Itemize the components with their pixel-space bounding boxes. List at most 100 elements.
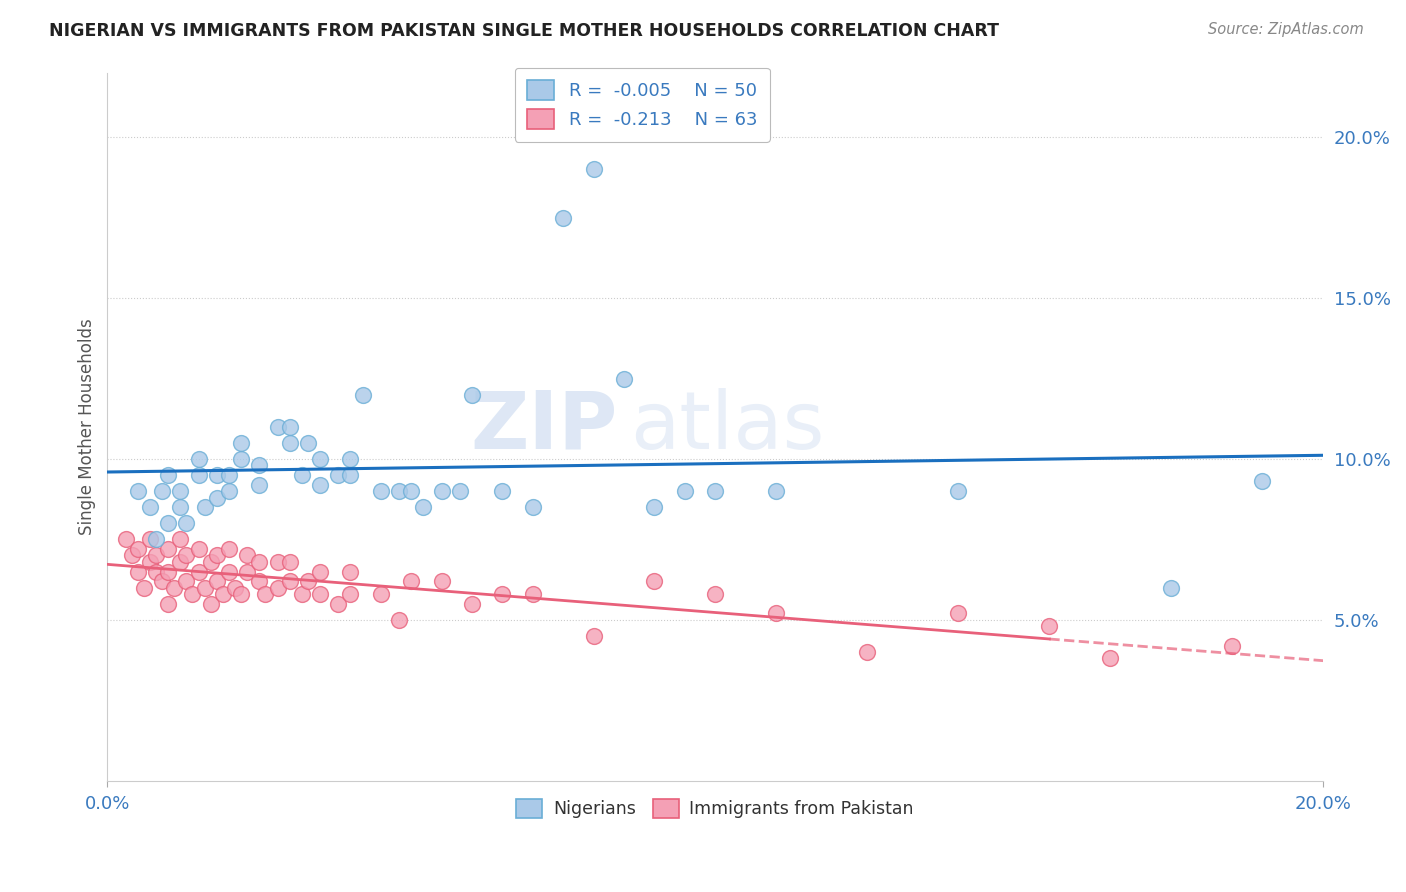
Point — [643, 574, 665, 589]
Point — [247, 458, 270, 473]
Point — [132, 581, 155, 595]
Point — [266, 419, 288, 434]
Point — [704, 587, 727, 601]
Point — [181, 587, 204, 601]
Point — [1160, 581, 1182, 595]
Point — [352, 387, 374, 401]
Point — [328, 468, 350, 483]
Point — [247, 574, 270, 589]
Point — [139, 533, 162, 547]
Text: ZIP: ZIP — [471, 388, 617, 466]
Point — [266, 581, 288, 595]
Point — [266, 555, 288, 569]
Text: NIGERIAN VS IMMIGRANTS FROM PAKISTAN SINGLE MOTHER HOUSEHOLDS CORRELATION CHART: NIGERIAN VS IMMIGRANTS FROM PAKISTAN SIN… — [49, 22, 1000, 40]
Point — [127, 542, 149, 557]
Point — [157, 542, 180, 557]
Point — [145, 549, 167, 563]
Point — [1220, 639, 1243, 653]
Point — [291, 468, 314, 483]
Point — [291, 587, 314, 601]
Text: atlas: atlas — [630, 388, 824, 466]
Point — [278, 436, 301, 450]
Point — [461, 597, 484, 611]
Text: Source: ZipAtlas.com: Source: ZipAtlas.com — [1208, 22, 1364, 37]
Point — [339, 587, 361, 601]
Point — [236, 565, 259, 579]
Point — [139, 555, 162, 569]
Point — [388, 613, 411, 627]
Point — [187, 468, 209, 483]
Point — [430, 484, 453, 499]
Legend: Nigerians, Immigrants from Pakistan: Nigerians, Immigrants from Pakistan — [509, 792, 921, 825]
Point — [139, 500, 162, 515]
Point — [309, 452, 332, 467]
Point — [339, 468, 361, 483]
Point — [169, 484, 191, 499]
Point — [1038, 619, 1060, 633]
Point — [145, 533, 167, 547]
Point — [1251, 475, 1274, 489]
Point — [254, 587, 277, 601]
Point — [145, 565, 167, 579]
Point — [401, 574, 423, 589]
Point — [309, 587, 332, 601]
Point — [339, 565, 361, 579]
Point — [187, 452, 209, 467]
Point — [297, 436, 319, 450]
Point — [157, 468, 180, 483]
Point — [673, 484, 696, 499]
Point — [704, 484, 727, 499]
Point — [765, 607, 787, 621]
Point — [205, 491, 228, 505]
Point — [194, 581, 217, 595]
Point — [176, 574, 198, 589]
Point — [370, 587, 392, 601]
Point — [401, 484, 423, 499]
Point — [309, 477, 332, 491]
Point — [200, 597, 222, 611]
Point — [150, 574, 173, 589]
Point — [229, 587, 252, 601]
Point — [229, 436, 252, 450]
Point — [278, 574, 301, 589]
Point — [200, 555, 222, 569]
Point — [187, 565, 209, 579]
Point — [278, 555, 301, 569]
Point — [157, 597, 180, 611]
Point — [449, 484, 471, 499]
Point — [388, 484, 411, 499]
Point — [553, 211, 575, 225]
Y-axis label: Single Mother Households: Single Mother Households — [79, 318, 96, 535]
Point — [194, 500, 217, 515]
Point — [176, 516, 198, 531]
Point — [169, 555, 191, 569]
Point — [522, 500, 544, 515]
Point — [309, 565, 332, 579]
Point — [430, 574, 453, 589]
Point — [370, 484, 392, 499]
Point — [582, 162, 605, 177]
Point — [205, 574, 228, 589]
Point — [582, 629, 605, 643]
Point — [412, 500, 434, 515]
Point — [461, 387, 484, 401]
Point — [297, 574, 319, 589]
Point — [205, 549, 228, 563]
Point — [765, 484, 787, 499]
Point — [229, 452, 252, 467]
Point — [176, 549, 198, 563]
Point — [948, 484, 970, 499]
Point — [150, 484, 173, 499]
Point — [247, 555, 270, 569]
Point — [236, 549, 259, 563]
Point — [247, 477, 270, 491]
Point — [218, 565, 240, 579]
Point — [218, 484, 240, 499]
Point — [163, 581, 186, 595]
Point — [522, 587, 544, 601]
Point — [339, 452, 361, 467]
Point — [328, 597, 350, 611]
Point — [212, 587, 235, 601]
Point — [856, 645, 879, 659]
Point — [491, 484, 513, 499]
